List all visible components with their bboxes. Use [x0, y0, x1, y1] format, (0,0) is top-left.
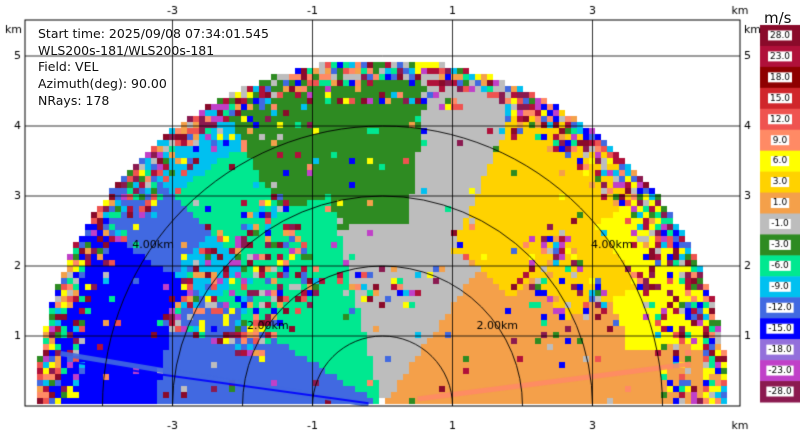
- field-text: Field: VEL: [38, 59, 99, 74]
- station-text: WLS200s-181/WLS200s-181: [38, 43, 215, 58]
- start-time-text: Start time: 2025/09/08 07:34:01.545: [38, 26, 269, 41]
- nrays-text: NRays: 178: [38, 93, 110, 108]
- azimuth-text: Azimuth(deg): 90.00: [38, 76, 167, 91]
- colorbar-unit: m/s: [764, 9, 792, 27]
